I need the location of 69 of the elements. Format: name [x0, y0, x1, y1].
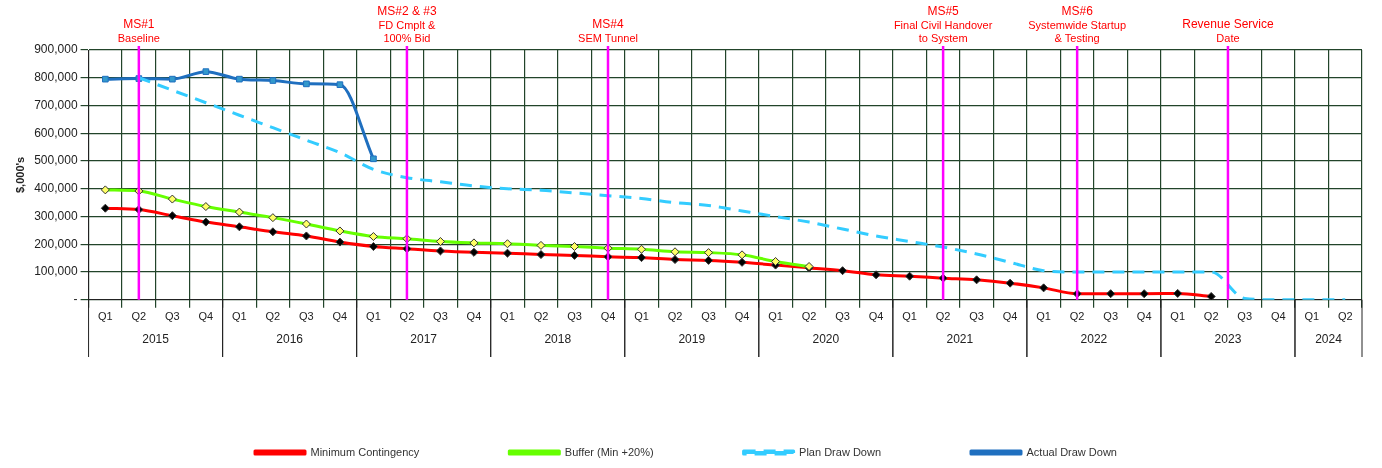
text: 2019: [678, 331, 706, 346]
x-tick-label: Q2: [1337, 310, 1353, 323]
text: Revenue Service Date: [1182, 17, 1274, 44]
x-tick-label: Q1: [500, 310, 515, 323]
text: MS#4 SEM Tunnel: [578, 17, 638, 44]
y-tick-label: 900,000: [34, 42, 78, 57]
x-tick-label: Q2: [1203, 310, 1219, 323]
text: 2018: [544, 331, 572, 346]
text: 2016: [276, 331, 304, 346]
x-tick-label: Q3: [567, 310, 582, 323]
x-tick-label: Q4: [332, 310, 348, 323]
x-tick-label: Q3: [165, 310, 180, 323]
text: 2015: [142, 331, 170, 346]
x-tick-label: Q4: [1136, 310, 1152, 323]
y-axis-title: $,000's: [13, 156, 26, 194]
x-tick-label: Q3: [1237, 310, 1253, 323]
text: MS#5 Final Civil Handover to System: [893, 4, 993, 44]
x-tick-label: Q2: [399, 310, 415, 323]
x-tick-label: Q4: [600, 310, 616, 323]
text: 2023: [1214, 331, 1242, 346]
y-tick-label: 500,000: [34, 153, 78, 168]
x-tick-label: Q1: [1170, 310, 1186, 323]
x-tick-label: Q3: [299, 310, 314, 323]
x-tick-label: Q4: [734, 310, 750, 323]
y-tick-label: -: [73, 292, 78, 307]
legend-label: Plan Draw Down: [799, 445, 882, 458]
y-tick-label: 200,000: [34, 236, 78, 251]
text: MS#6 Systemwide Startup & Testing: [1028, 4, 1127, 44]
x-tick-label: Q1: [1304, 310, 1320, 323]
x-tick-label: Q1: [1036, 310, 1051, 323]
x-tick-label: Q1: [366, 310, 381, 323]
x-tick-label: Q1: [232, 310, 247, 323]
y-tick-label: 700,000: [34, 97, 78, 112]
text: MS#2 & #3 FD Cmplt & 100% Bid: [377, 4, 437, 44]
text: 2022: [1080, 331, 1108, 346]
text: MS#1 Baseline: [117, 17, 160, 44]
x-tick-label: Q2: [801, 310, 817, 323]
legend-label: Minimum Contingency: [310, 445, 420, 458]
x-tick-label: Q4: [1270, 310, 1286, 323]
x-tick-label: Q4: [868, 310, 884, 323]
y-tick-label: 600,000: [34, 125, 78, 140]
y-tick-label: 800,000: [34, 70, 78, 85]
legend-label: Buffer (Min +20%): [564, 445, 654, 458]
x-tick-label: Q2: [935, 310, 951, 323]
x-tick-label: Q4: [1002, 310, 1018, 323]
x-tick-label: Q3: [1103, 310, 1119, 323]
x-tick-label: Q1: [634, 310, 649, 323]
y-tick-label: 100,000: [34, 264, 78, 279]
x-tick-label: Q2: [533, 310, 549, 323]
text: 2017: [410, 331, 438, 346]
x-tick-label: Q1: [902, 310, 917, 323]
x-tick-label: Q4: [198, 310, 214, 323]
x-tick-label: Q3: [433, 310, 448, 323]
text: 2021: [946, 331, 974, 346]
text: 2024: [1315, 331, 1343, 346]
text: 2020: [812, 331, 840, 346]
y-tick-label: 400,000: [34, 181, 78, 196]
x-tick-label: Q3: [835, 310, 850, 323]
x-tick-label: Q4: [466, 310, 482, 323]
x-tick-label: Q1: [97, 310, 113, 323]
y-tick-label: 300,000: [34, 208, 78, 223]
x-tick-label: Q2: [265, 310, 281, 323]
x-tick-label: Q2: [667, 310, 683, 323]
x-tick-label: Q3: [969, 310, 984, 323]
x-tick-label: Q1: [768, 310, 783, 323]
x-tick-label: Q2: [1069, 310, 1085, 323]
x-tick-label: Q2: [131, 310, 147, 323]
legend-label: Actual Draw Down: [1026, 445, 1117, 458]
x-tick-label: Q3: [701, 310, 716, 323]
